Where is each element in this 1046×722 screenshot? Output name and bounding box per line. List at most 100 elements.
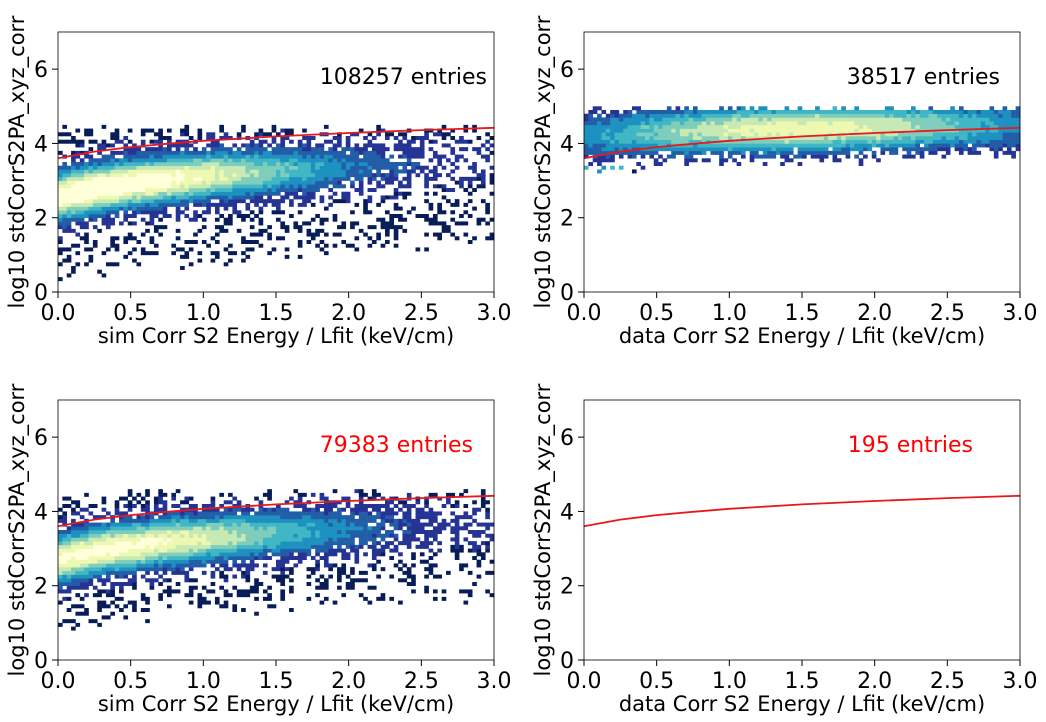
heatmap-bin — [710, 136, 716, 141]
heatmap-bin — [993, 121, 999, 126]
heatmap-bin — [476, 217, 482, 222]
heatmap-bin — [315, 522, 320, 527]
heatmap-bin — [245, 578, 251, 583]
heatmap-bin — [228, 537, 233, 542]
heatmap-bin — [371, 563, 377, 568]
heatmap-bin — [472, 582, 477, 587]
heatmap-bin — [472, 544, 477, 549]
heatmap-bin — [79, 199, 85, 204]
heatmap-bin — [797, 124, 803, 129]
heatmap-bin — [92, 567, 98, 572]
heatmap-bin — [993, 154, 999, 159]
heatmap-bin — [350, 518, 355, 523]
heatmap-bin — [472, 188, 477, 193]
heatmap-bin — [302, 150, 307, 155]
heatmap-bin — [688, 117, 694, 122]
heatmap-bin — [454, 236, 460, 241]
heatmap-bin — [706, 117, 711, 122]
heatmap-bin — [832, 124, 838, 129]
heatmap-bin — [123, 615, 129, 620]
heatmap-bin — [145, 162, 150, 167]
heatmap-bin — [889, 128, 894, 133]
heatmap-bin — [232, 188, 238, 193]
heatmap-bin — [71, 544, 76, 549]
heatmap-bin — [385, 173, 390, 178]
heatmap-bin — [201, 162, 207, 167]
heatmap-bin — [236, 214, 242, 219]
heatmap-bin — [328, 537, 333, 542]
heatmap-bin — [71, 548, 76, 553]
heatmap-bin — [371, 526, 377, 531]
heatmap-bin — [315, 176, 320, 181]
heatmap-bin — [1006, 124, 1012, 129]
heatmap-bin — [398, 225, 403, 230]
heatmap-bin — [271, 150, 277, 155]
heatmap-bin — [101, 147, 107, 152]
heatmap-bin — [58, 552, 63, 557]
heatmap-bin — [341, 195, 347, 200]
heatmap-bin — [271, 515, 277, 520]
heatmap-bin — [197, 214, 203, 219]
heatmap-bin — [697, 124, 703, 129]
heatmap-bin — [323, 150, 329, 155]
heatmap-bin — [175, 191, 181, 196]
heatmap-bin — [310, 217, 316, 222]
heatmap-bin — [210, 511, 216, 516]
heatmap-bin — [389, 541, 395, 546]
heatmap-bin — [267, 199, 272, 204]
heatmap-bin — [389, 132, 395, 137]
heatmap-bin — [88, 176, 94, 181]
heatmap-bin — [411, 136, 416, 141]
heatmap-bin — [249, 217, 255, 222]
heatmap-bin — [902, 143, 907, 148]
heatmap-bin — [398, 552, 403, 557]
heatmap-bin — [88, 526, 94, 531]
heatmap-bin — [228, 195, 233, 200]
heatmap-bin — [184, 184, 190, 189]
heatmap-bin — [75, 504, 81, 509]
heatmap-bin — [380, 225, 386, 230]
heatmap-bin — [592, 132, 598, 137]
heatmap-bin — [419, 515, 425, 520]
heatmap-bin — [75, 548, 81, 553]
heatmap-bin — [985, 110, 990, 115]
heatmap-bin — [171, 563, 177, 568]
heatmap-bin — [175, 214, 181, 219]
heatmap-bin — [597, 147, 602, 152]
heatmap-bin — [385, 221, 390, 226]
heatmap-bin — [328, 515, 333, 520]
heatmap-bin — [289, 578, 294, 583]
heatmap-bin — [358, 544, 364, 549]
heatmap-bin — [197, 593, 203, 598]
heatmap-bin — [476, 559, 482, 564]
heatmap-bin — [276, 526, 281, 531]
heatmap-bin — [1006, 110, 1012, 115]
heatmap-bin — [323, 585, 329, 590]
heatmap-bin — [906, 128, 912, 133]
heatmap-bin — [385, 533, 390, 538]
heatmap-bin — [110, 206, 115, 211]
heatmap-bin — [136, 184, 142, 189]
heatmap-bin — [175, 548, 181, 553]
heatmap-bin — [97, 202, 102, 207]
heatmap-bin — [323, 511, 329, 516]
heatmap-bin — [232, 202, 238, 207]
heatmap-bin — [271, 526, 277, 531]
heatmap-bin — [92, 191, 98, 196]
heatmap-bin — [310, 522, 316, 527]
heatmap-bin — [197, 162, 203, 167]
heatmap-bin — [710, 150, 716, 155]
heatmap-bin — [889, 117, 894, 122]
heatmap-bin — [428, 147, 434, 152]
heatmap-bin — [162, 556, 168, 561]
heatmap-bin — [415, 147, 421, 152]
heatmap-bin — [411, 162, 416, 167]
heatmap-bin — [193, 147, 198, 152]
heatmap-bin — [446, 173, 451, 178]
heatmap-bin — [354, 522, 360, 527]
heatmap-bin — [719, 143, 724, 148]
heatmap-bin — [714, 136, 720, 141]
heatmap-bin — [258, 243, 264, 248]
heatmap-bin — [1006, 147, 1012, 152]
